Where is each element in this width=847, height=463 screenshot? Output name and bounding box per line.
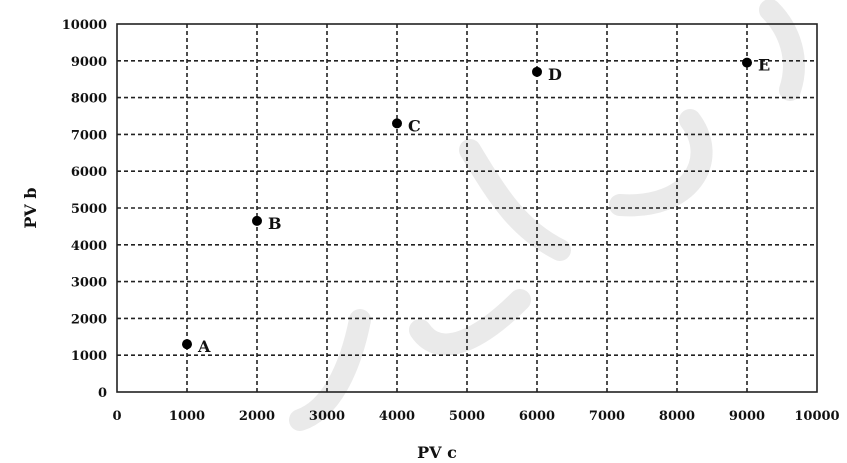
y-axis-tick-labels: 0 1000 2000 3000 4000 5000 6000 7000 8000 9000 100… bbox=[62, 18, 107, 401]
data-point-marker bbox=[392, 118, 402, 129]
x-tick-label: 1000 bbox=[169, 409, 205, 424]
x-tick-label: 6000 bbox=[519, 409, 555, 424]
data-point-label: E bbox=[758, 56, 770, 75]
data-point-marker bbox=[532, 66, 542, 77]
x-axis-tick-labels: 0 1000 2000 3000 4000 5000 6000 7000 8000 9000 100… bbox=[112, 409, 839, 424]
y-tick-label: 5000 bbox=[71, 202, 107, 217]
y-axis-label: PV b bbox=[21, 187, 40, 228]
x-tick-label: 8000 bbox=[659, 409, 695, 424]
background-watermark bbox=[289, 0, 805, 431]
grid-lines bbox=[117, 24, 817, 392]
x-tick-label: 7000 bbox=[589, 409, 625, 424]
y-tick-label: 7000 bbox=[71, 128, 107, 143]
y-tick-label: 1000 bbox=[71, 349, 107, 364]
x-tick-label: 4000 bbox=[379, 409, 415, 424]
y-tick-label: 3000 bbox=[71, 276, 107, 291]
y-tick-label: 8000 bbox=[71, 92, 107, 107]
y-tick-label: 10000 bbox=[62, 18, 107, 33]
x-axis-label: PV c bbox=[417, 443, 457, 462]
data-points: A B C D E bbox=[182, 56, 770, 356]
x-tick-label: 5000 bbox=[449, 409, 485, 424]
y-tick-label: 6000 bbox=[71, 165, 107, 180]
data-point-label: B bbox=[268, 214, 282, 233]
data-point-marker bbox=[182, 339, 192, 350]
y-tick-label: 9000 bbox=[71, 55, 107, 70]
data-point-label: A bbox=[197, 337, 211, 356]
x-tick-label: 10000 bbox=[794, 409, 839, 424]
y-tick-label: 4000 bbox=[71, 239, 107, 254]
x-tick-label: 9000 bbox=[729, 409, 765, 424]
data-point-marker bbox=[742, 57, 752, 68]
x-tick-label: 2000 bbox=[239, 409, 275, 424]
x-tick-label: 0 bbox=[112, 409, 121, 424]
data-point-label: D bbox=[548, 65, 562, 84]
data-point-label: C bbox=[408, 116, 421, 135]
plot-area-frame bbox=[116, 23, 818, 393]
y-tick-label: 2000 bbox=[71, 312, 107, 327]
y-tick-label: 0 bbox=[98, 386, 107, 401]
data-point-marker bbox=[252, 215, 262, 226]
x-tick-label: 3000 bbox=[309, 409, 345, 424]
